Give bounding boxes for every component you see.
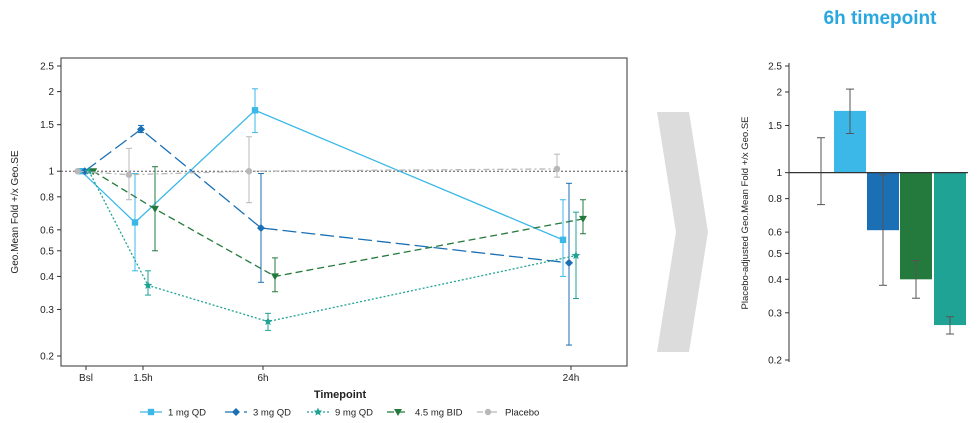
legend-label-1-mg-qd: 1 mg QD <box>168 408 206 419</box>
line-ytick-label: 0.5 <box>40 246 54 257</box>
data-point-4-5-mg-bid <box>151 205 159 213</box>
line-ytick-label: 1 <box>48 167 54 178</box>
line-ylabel: Geo.Mean Fold +/x Geo.SE <box>10 150 21 273</box>
legend: 1 mg QD 3 mg QD 9 mg QD 4.5 mg BID Placebo <box>140 407 539 419</box>
line-xtick-label: 1.5h <box>133 373 152 384</box>
data-point-9-mg-qd <box>571 250 581 260</box>
bar-ytick-label: 0.6 <box>768 228 782 239</box>
line-ytick-label: 0.3 <box>40 305 54 316</box>
data-point-9-mg-qd <box>84 166 94 175</box>
legend-marker-4-5-mg-bid <box>394 409 402 416</box>
bar-ytick-label: 2.5 <box>768 62 782 73</box>
data-point-1-mg-qd <box>559 236 567 244</box>
legend-marker-1-mg-qd <box>147 408 155 416</box>
legend-label-4-5-mg-bid: 4.5 mg BID <box>415 408 463 419</box>
legend-label-3-mg-qd: 3 mg QD <box>253 408 291 419</box>
line-xtick-label: 24h <box>563 373 580 384</box>
series-line-placebo <box>77 168 558 176</box>
data-point-placebo <box>74 168 81 175</box>
legend-marker-3-mg-qd <box>232 408 240 416</box>
line-xtick-label: Bsl <box>79 373 93 384</box>
data-point-4-5-mg-bid <box>579 215 587 223</box>
line-ytick-label: 1.5 <box>40 120 54 131</box>
line-xlabel: Timepoint <box>314 389 367 401</box>
line-ytick-label: 0.8 <box>40 192 54 203</box>
line-ytick-label: 0.4 <box>40 272 54 283</box>
line-xtick-label: 6h <box>257 373 268 384</box>
bar-ytick-label: 0.3 <box>768 308 782 319</box>
series-line-9-mg-qd <box>88 170 577 323</box>
data-point-1-mg-qd <box>251 107 259 114</box>
legend-marker-9-mg-qd <box>313 407 323 416</box>
series-line-4-5-mg-bid <box>92 170 584 278</box>
data-point-9-mg-qd <box>143 280 153 290</box>
data-point-placebo <box>245 168 253 175</box>
data-point-4-5-mg-bid <box>271 273 279 281</box>
bar-ytick-label: 0.4 <box>768 275 782 286</box>
series-line-3-mg-qd <box>84 128 570 264</box>
legend-label-9-mg-qd: 9 mg QD <box>335 408 373 419</box>
data-point-3-mg-qd <box>565 258 573 267</box>
line-plot: 0.2 0.3 0.4 0.5 0.6 0.8 1 1.5 2 2.5 Bsl 1.5h 6h 24h <box>40 62 627 384</box>
bar-ytick-label: 0.8 <box>768 194 782 205</box>
data-point-3-mg-qd <box>137 125 145 134</box>
data-point-3-mg-qd <box>257 223 265 232</box>
series-line-1-mg-qd <box>80 109 564 241</box>
line-plot-frame <box>60 57 628 367</box>
line-ytick-label: 0.6 <box>40 225 54 236</box>
line-ytick-label: 0.2 <box>40 352 54 363</box>
chevron-arrow <box>657 112 708 352</box>
line-ytick-label: 2 <box>48 87 54 98</box>
line-ytick-label: 2.5 <box>40 62 54 73</box>
bar-ytick-label: 0.2 <box>768 356 782 367</box>
data-point-placebo <box>125 171 133 178</box>
bar-9-mg-qd <box>934 172 966 326</box>
bar-ytick-label: 1 <box>776 168 782 179</box>
bar-ylabel: Placebo-adjusted Geo.Mean Fold +/x Geo.S… <box>740 116 751 309</box>
bar-ytick-label: 1.5 <box>768 121 782 132</box>
legend-label-placebo: Placebo <box>505 408 539 419</box>
data-point-1-mg-qd <box>131 219 139 226</box>
data-point-9-mg-qd <box>263 317 273 326</box>
bar-ytick-label: 0.5 <box>768 249 782 260</box>
bar-ytick-label: 2 <box>776 87 782 98</box>
data-point-placebo <box>553 165 561 173</box>
bar-plot: 0.2 0.3 0.4 0.5 0.6 0.8 1 1.5 2 2.5 <box>768 62 968 367</box>
chart-title: 6h timepoint <box>823 8 937 29</box>
legend-marker-placebo <box>484 408 492 416</box>
